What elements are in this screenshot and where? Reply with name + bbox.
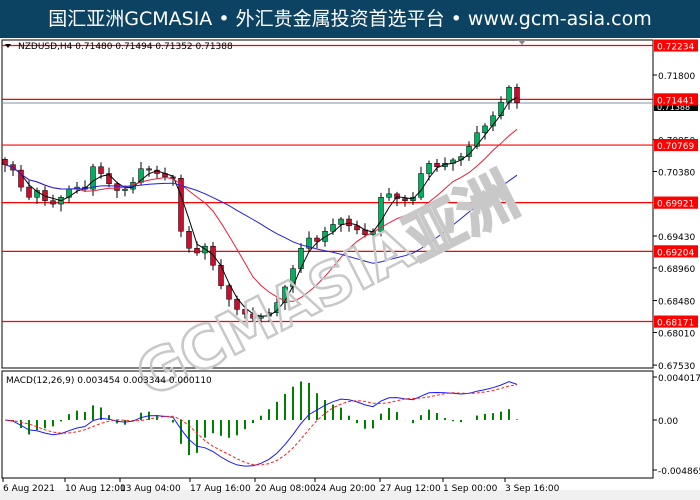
time-tick-label: 17 Aug 16:00 bbox=[190, 484, 251, 494]
candle bbox=[178, 178, 184, 232]
price-tick-label: 0.68010 bbox=[658, 329, 695, 339]
candle bbox=[90, 166, 96, 190]
main-plot-area bbox=[1, 39, 654, 369]
level-label-bg bbox=[654, 39, 698, 52]
time-tick-label: 20 Aug 08:00 bbox=[255, 484, 316, 494]
candle bbox=[378, 197, 384, 232]
symbol-info: NZDUSD,H4 0.71480 0.71494 0.71352 0.7138… bbox=[18, 42, 233, 52]
time-tick-label: 24 Aug 20:00 bbox=[315, 484, 376, 494]
candle bbox=[330, 224, 336, 232]
level-label-bg bbox=[654, 315, 698, 328]
macd-signal-line bbox=[4, 384, 518, 466]
candle bbox=[18, 169, 24, 188]
candle bbox=[346, 218, 352, 227]
time-tick-label: 13 Aug 04:00 bbox=[120, 484, 181, 494]
candle bbox=[354, 225, 360, 231]
candle bbox=[306, 237, 312, 249]
macd-tick-label: -0.004865 bbox=[658, 467, 700, 477]
level-label-bg bbox=[654, 196, 698, 209]
status-bar bbox=[0, 490, 700, 500]
candle bbox=[234, 298, 240, 310]
candle bbox=[474, 132, 480, 147]
candle bbox=[226, 285, 232, 300]
time-tick-label: 1 Sep 00:00 bbox=[443, 484, 498, 494]
candle bbox=[210, 245, 216, 266]
level-label: 0.68171 bbox=[657, 319, 694, 329]
price-tick-label: 0.68480 bbox=[658, 298, 695, 308]
candle bbox=[506, 86, 512, 103]
moving-average-line bbox=[4, 164, 518, 264]
candle bbox=[242, 309, 248, 315]
macd-tick-label: 0.004017 bbox=[658, 374, 700, 384]
brand-header: 国汇亚洲GCMASIA • 外汇贵金属投资首选平台 • www.gcm-asia… bbox=[0, 0, 700, 38]
level-label: 0.71441 bbox=[657, 96, 694, 106]
candle bbox=[98, 166, 104, 174]
time-tick-label: 10 Aug 12:00 bbox=[65, 484, 126, 494]
candle bbox=[26, 186, 32, 198]
price-tick-label: 0.67530 bbox=[658, 362, 695, 372]
candle bbox=[482, 125, 488, 133]
candle bbox=[106, 173, 112, 184]
candle bbox=[314, 237, 320, 242]
macd-plot-area bbox=[1, 370, 654, 479]
candle bbox=[402, 198, 408, 201]
time-tick-label: 6 Aug 2021 bbox=[3, 484, 55, 494]
candle bbox=[194, 247, 200, 254]
price-tick-label: 0.69430 bbox=[658, 233, 695, 243]
candle bbox=[50, 200, 56, 205]
level-label: 0.69204 bbox=[657, 248, 694, 258]
candle bbox=[186, 231, 192, 249]
candle bbox=[418, 173, 424, 198]
level-label-bg bbox=[654, 93, 698, 106]
candle bbox=[218, 264, 224, 286]
time-tick-label: 27 Aug 12:00 bbox=[380, 484, 441, 494]
current-price-label-bg bbox=[654, 101, 698, 111]
moving-average-line bbox=[4, 96, 518, 317]
candle bbox=[386, 193, 392, 198]
level-label-bg bbox=[654, 139, 698, 152]
dropdown-triangle-icon[interactable] bbox=[5, 44, 11, 48]
candle bbox=[122, 188, 128, 191]
candle bbox=[498, 101, 504, 117]
level-label: 0.70769 bbox=[657, 142, 694, 152]
candle bbox=[146, 168, 152, 171]
candle bbox=[514, 86, 520, 104]
macd-label: MACD(12,26,9) 0.003454 0.003344 0.000110 bbox=[6, 376, 212, 386]
candle bbox=[282, 286, 288, 303]
moving-average-line bbox=[4, 128, 518, 302]
macd-tick-label: 0.00 bbox=[658, 417, 678, 427]
candle bbox=[114, 183, 120, 191]
candle bbox=[2, 158, 8, 165]
price-chart[interactable]: 0.72234 0.71441 0.70769 0.69921 0.69204 0.681… bbox=[0, 38, 700, 500]
shift-marker-icon[interactable] bbox=[518, 40, 526, 45]
macd-main-line bbox=[4, 381, 518, 467]
candle bbox=[434, 163, 440, 167]
level-label: 0.69921 bbox=[657, 200, 694, 210]
price-tick-label: 0.70380 bbox=[658, 168, 695, 178]
candle bbox=[34, 190, 40, 198]
time-tick-label: 3 Sep 16:00 bbox=[505, 484, 560, 494]
level-label: 0.72234 bbox=[657, 43, 694, 53]
current-price-label: 0.71388 bbox=[657, 103, 690, 112]
candle bbox=[338, 218, 344, 225]
level-label-bg bbox=[654, 245, 698, 258]
candle bbox=[426, 163, 432, 174]
price-tick-label: 0.68960 bbox=[658, 265, 695, 275]
candle bbox=[42, 190, 48, 201]
price-tick-label: 0.71800 bbox=[658, 72, 695, 82]
